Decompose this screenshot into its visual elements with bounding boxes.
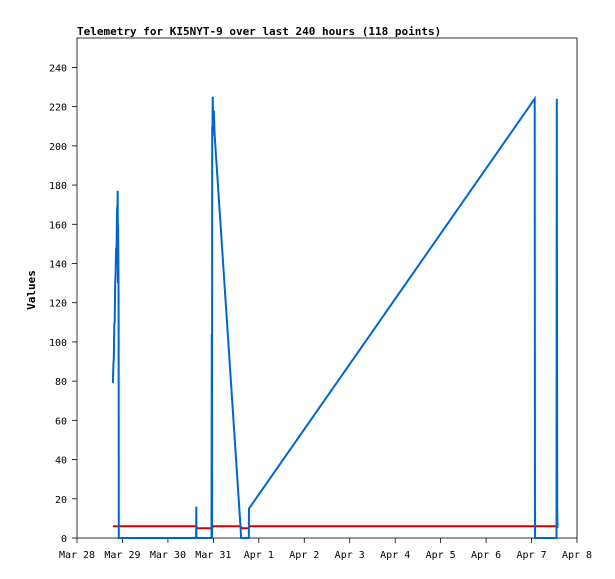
x-tick-label: Mar 29 bbox=[104, 550, 140, 561]
y-tick-label: 0 bbox=[61, 534, 67, 545]
x-axis-ticks: Mar 28 Mar 29 Mar 30 Mar 31 Apr 1 Apr 2 Apr 3 A… bbox=[59, 538, 592, 561]
y-tick-label: 140 bbox=[49, 259, 67, 270]
x-tick-label: Apr 4 bbox=[380, 550, 410, 561]
y-axis-label: Values bbox=[25, 270, 38, 310]
y-tick-label: 180 bbox=[49, 181, 67, 192]
series-line-1 bbox=[111, 95, 559, 539]
y-tick-label: 120 bbox=[49, 299, 67, 310]
x-tick-label: Mar 31 bbox=[195, 550, 231, 561]
x-tick-label: Apr 8 bbox=[562, 550, 592, 561]
x-tick-label: Apr 3 bbox=[335, 550, 365, 561]
y-tick-label: 100 bbox=[49, 338, 67, 349]
y-tick-label: 200 bbox=[49, 142, 67, 153]
y-tick-label: 80 bbox=[55, 377, 67, 388]
chart-title: Telemetry for KI5NYT-9 over last 240 hou… bbox=[77, 25, 441, 38]
y-tick-label: 160 bbox=[49, 220, 67, 231]
y-tick-label: 60 bbox=[55, 416, 67, 427]
x-tick-label: Mar 28 bbox=[59, 550, 95, 561]
series-line-0 bbox=[112, 525, 558, 530]
x-tick-label: Mar 30 bbox=[150, 550, 186, 561]
x-tick-label: Apr 7 bbox=[516, 550, 546, 561]
x-tick-label: Apr 5 bbox=[426, 550, 456, 561]
y-tick-label: 240 bbox=[49, 63, 67, 74]
y-axis-ticks: 0 20 40 60 80 100 120 140 160 180 200 220 240 bbox=[49, 63, 77, 545]
x-tick-label: Apr 2 bbox=[289, 550, 319, 561]
y-tick-label: 220 bbox=[49, 103, 67, 114]
plot-area-frame bbox=[76, 37, 578, 539]
y-tick-label: 20 bbox=[55, 495, 67, 506]
series-layer bbox=[111, 95, 559, 539]
x-tick-label: Apr 6 bbox=[471, 550, 501, 561]
y-tick-label: 40 bbox=[55, 456, 67, 467]
x-tick-label: Apr 1 bbox=[244, 550, 274, 561]
